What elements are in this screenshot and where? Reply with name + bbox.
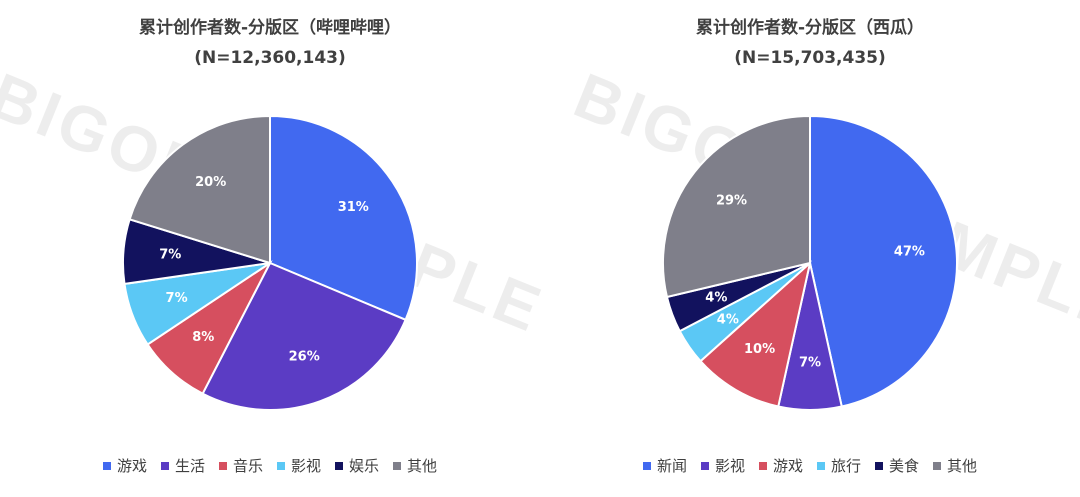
legend-item: 生活 (160, 455, 205, 476)
pie-slice-新闻 (809, 114, 958, 408)
legend-label: 游戏 (116, 457, 147, 475)
legend-swatch (933, 461, 942, 470)
legend-item: 影视 (700, 455, 745, 476)
legend-item: 其他 (393, 455, 437, 476)
legend-item: 旅行 (817, 455, 861, 476)
chart-panel-bilibili: 累计创作者数-分版区（哔哩哔哩） (N=12,360,143) 31% 26% 8%… (0, 18, 540, 476)
legend-swatch (160, 461, 169, 470)
legend-item: 游戏 (102, 455, 147, 476)
legend-item: 新闻 (642, 455, 687, 476)
data-label: 7% (159, 248, 181, 263)
chart-subtitle: (N=15,703,435) (734, 48, 886, 68)
chart-title: 累计创作者数-分版区（西瓜） (695, 18, 925, 38)
pie-chart-xigua: 47% 7% 10% 4% 4% 29% (662, 114, 958, 411)
legend-label: 美食 (889, 457, 920, 475)
legend-label: 音乐 (232, 457, 263, 475)
legend-swatch (393, 461, 402, 470)
legend-item: 游戏 (758, 455, 803, 476)
pie-chart-bilibili: 31% 26% 8% 7% 7% 20% (122, 114, 418, 411)
data-label: 20% (195, 175, 226, 190)
legend-swatch (817, 461, 825, 470)
data-label: 7% (166, 291, 188, 306)
data-label: 8% (192, 330, 214, 345)
chart-panel-xigua: 累计创作者数-分版区（西瓜） (N=15,703,435) 47% 7% 10% 4%… (540, 0, 1080, 497)
legend-label: 其他 (407, 457, 438, 475)
legend-label: 旅行 (831, 457, 862, 475)
legend-label: 影视 (291, 457, 322, 475)
legend-swatch (218, 461, 227, 470)
pie-slice-生活 (201, 261, 407, 411)
legend-swatch (758, 461, 767, 470)
legend-item: 音乐 (218, 455, 263, 476)
legend-swatch (277, 461, 285, 470)
legend-swatch (102, 461, 111, 470)
chart-subtitle: (N=12,360,143) (194, 48, 346, 68)
legend-label: 新闻 (656, 457, 687, 475)
legend-label: 其他 (947, 457, 978, 475)
data-label: 47% (894, 245, 925, 260)
pie-slice-游戏 (699, 260, 812, 408)
data-label: 4% (717, 313, 739, 328)
chart-legend: 新闻 影视 游戏 旅行 美食 其他 (540, 455, 1080, 476)
legend-label: 娱乐 (349, 457, 380, 475)
legend-item: 美食 (875, 455, 919, 476)
data-label: 4% (705, 291, 727, 306)
legend-item: 影视 (277, 455, 321, 476)
legend-item: 其他 (933, 455, 977, 476)
legend-item: 娱乐 (335, 455, 379, 476)
legend-swatch (642, 461, 651, 470)
data-label: 31% (338, 200, 369, 215)
pie-slice-其他 (128, 114, 271, 265)
legend-swatch (875, 461, 884, 470)
pie-slice-其他 (662, 114, 811, 299)
legend-swatch (700, 461, 709, 470)
chart-title: 累计创作者数-分版区（哔哩哔哩） (138, 18, 402, 38)
data-label: 26% (289, 349, 320, 364)
data-label: 7% (799, 356, 821, 371)
legend-label: 影视 (714, 457, 745, 475)
chart-legend: 游戏 生活 音乐 影视 娱乐 其他 (0, 455, 540, 476)
legend-swatch (335, 461, 344, 470)
legend-label: 游戏 (772, 457, 803, 475)
legend-label: 生活 (174, 457, 205, 475)
data-label: 10% (744, 342, 775, 357)
data-label: 29% (716, 194, 747, 209)
pie-slice-游戏 (269, 114, 418, 322)
